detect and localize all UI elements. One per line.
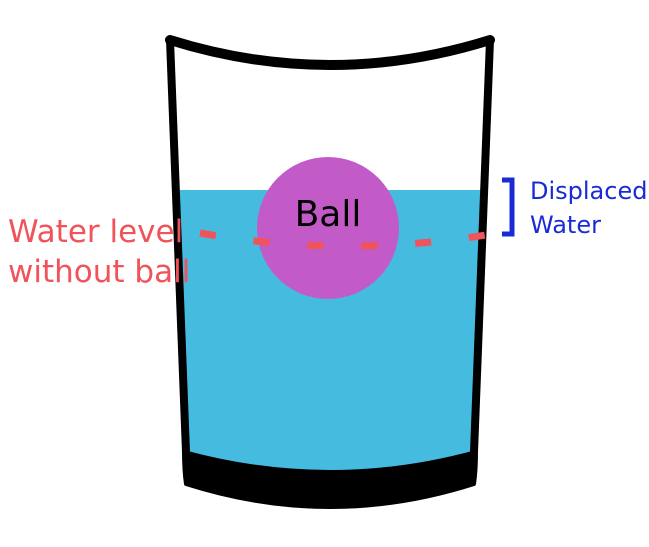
bracket-icon [502,177,515,237]
displaced-label-line2: Water [530,211,601,239]
water-level-label-line1: Water level [8,214,183,250]
ball-label: Ball [295,194,362,235]
water-level-label-line2: without ball [8,254,190,290]
displaced-label-line1: Displaced [530,177,647,205]
ball [257,157,399,299]
water-fill [178,190,486,471]
glass-icon [165,35,495,509]
